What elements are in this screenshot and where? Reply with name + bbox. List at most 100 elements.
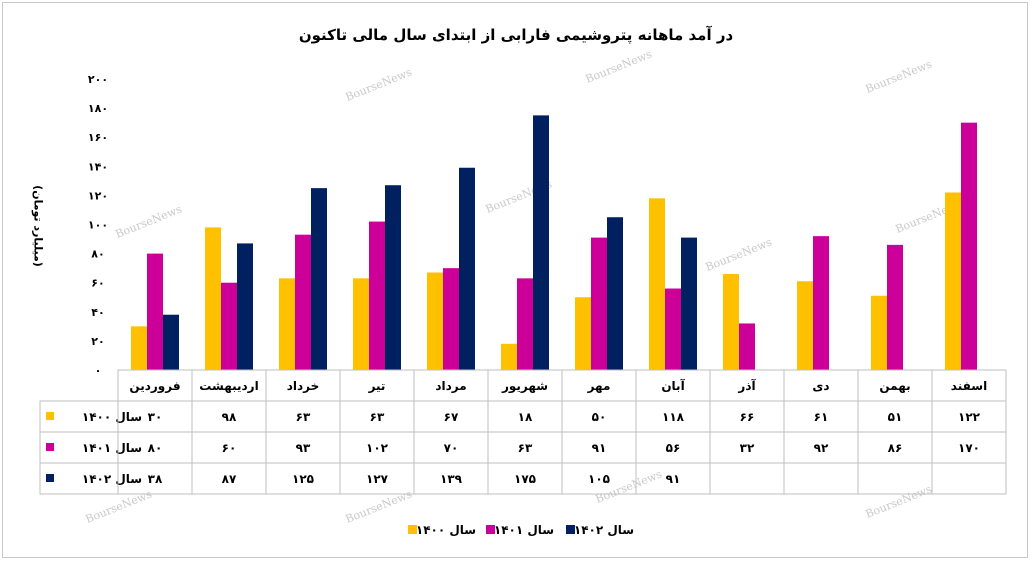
category-label: خرداد xyxy=(287,379,320,393)
category-label: اردیبهشت xyxy=(199,379,258,393)
data-label: ۱۸ xyxy=(518,410,533,424)
data-label: ۹۱ xyxy=(592,441,607,455)
data-label: ۳۰ xyxy=(148,410,163,424)
data-label: ۶۷ xyxy=(444,410,459,424)
bar-2-8 xyxy=(665,288,681,370)
y-tick-label: ۸۰ xyxy=(91,248,104,261)
legend-key-swatch xyxy=(46,412,54,420)
bar-3-6 xyxy=(533,115,549,370)
y-tick-label: ۱۲۰ xyxy=(88,189,108,202)
data-label: ۶۳ xyxy=(518,441,533,455)
table-cell xyxy=(931,462,1007,495)
data-label: ۹۸ xyxy=(222,410,237,424)
bar-3-2 xyxy=(237,243,253,370)
category-label: شهریور xyxy=(501,379,548,394)
legend-label-3: سال ۱۴۰۲ xyxy=(574,523,634,537)
data-label: ۶۱ xyxy=(814,410,829,424)
data-label: ۱۰۲ xyxy=(366,441,389,455)
legend-swatch-3 xyxy=(566,525,575,534)
data-label: ۶۳ xyxy=(370,410,385,424)
bar-3-4 xyxy=(385,185,401,370)
bar-3-7 xyxy=(607,217,623,370)
data-label: ۹۳ xyxy=(296,441,311,455)
bar-2-11 xyxy=(887,244,903,370)
y-tick-label: ۲۰ xyxy=(91,335,104,348)
bar-1-11 xyxy=(871,295,887,370)
bar-2-10 xyxy=(813,236,829,370)
bar-1-7 xyxy=(575,297,591,370)
bar-1-8 xyxy=(649,198,665,370)
watermark: BourseNews xyxy=(84,487,154,526)
y-tick-label: ۱۰۰ xyxy=(88,219,108,232)
table-cell xyxy=(709,462,785,495)
category-label: بهمن xyxy=(879,379,910,393)
chart-title: در آمد ماهانه پتروشیمی فارابی از ابتدای … xyxy=(298,26,734,44)
y-tick-label: ۱۴۰ xyxy=(88,160,108,173)
data-label: ۶۳ xyxy=(296,410,311,424)
table-cell xyxy=(783,462,859,495)
data-label: ۸۷ xyxy=(222,472,237,486)
data-label: ۱۰۵ xyxy=(588,472,610,486)
watermark: BourseNews xyxy=(864,482,934,521)
data-label: ۸۰ xyxy=(148,441,163,455)
y-tick-label: ۴۰ xyxy=(91,306,104,319)
data-label: ۶۶ xyxy=(740,410,755,424)
bar-2-6 xyxy=(517,278,533,370)
y-tick-label: ۱۸۰ xyxy=(88,102,108,115)
bar-1-9 xyxy=(723,273,739,370)
data-label: ۱۲۲ xyxy=(958,410,981,424)
bar-1-5 xyxy=(427,272,443,370)
data-label: ۳۲ xyxy=(740,441,755,455)
bar-2-5 xyxy=(443,268,459,370)
data-label: ۱۲۷ xyxy=(366,472,389,486)
series-row-label: سال ۱۴۰۲ xyxy=(82,472,142,486)
category-label: اسفند xyxy=(951,379,987,393)
bar-2-1 xyxy=(147,253,163,370)
legend-key-swatch xyxy=(46,443,54,451)
category-label: تیر xyxy=(368,379,386,393)
data-label: ۶۰ xyxy=(222,441,237,455)
legend-label-1: سال ۱۴۰۰ xyxy=(416,523,476,537)
legend-swatch-2 xyxy=(486,525,495,534)
data-label: ۵۰ xyxy=(592,410,607,424)
bar-1-2 xyxy=(205,227,221,370)
watermark: BourseNews xyxy=(704,235,774,274)
bar-3-5 xyxy=(459,167,475,370)
legend-key-swatch xyxy=(46,474,54,482)
y-tick-label: ۶۰ xyxy=(91,277,104,290)
category-label: مهر xyxy=(587,379,611,393)
category-label: دی xyxy=(812,379,829,393)
bar-3-3 xyxy=(311,188,327,370)
bar-2-9 xyxy=(739,323,755,370)
watermark: BourseNews xyxy=(344,65,414,104)
data-label: ۱۷۰ xyxy=(958,441,980,455)
data-label: ۱۷۵ xyxy=(514,472,536,486)
data-label: ۱۲۵ xyxy=(292,472,314,486)
bar-2-7 xyxy=(591,237,607,370)
legend-swatch-1 xyxy=(408,525,417,534)
category-label: مرداد xyxy=(435,379,466,393)
bar-1-12 xyxy=(945,192,961,370)
watermark: BourseNews xyxy=(584,47,654,86)
bar-2-2 xyxy=(221,282,237,370)
y-tick-label: ۰ xyxy=(95,364,102,377)
data-label: ۷۰ xyxy=(444,441,459,455)
data-label: ۱۳۹ xyxy=(440,472,463,486)
bar-1-10 xyxy=(797,281,813,370)
data-label: ۸۶ xyxy=(888,441,903,455)
bar-2-3 xyxy=(295,234,311,370)
bar-1-6 xyxy=(501,343,517,370)
data-label: ۹۱ xyxy=(666,472,681,486)
data-label: ۳۸ xyxy=(148,472,163,486)
bar-2-4 xyxy=(369,221,385,370)
y-tick-label: ۱۶۰ xyxy=(88,131,108,144)
data-label: ۹۲ xyxy=(814,441,829,455)
y-tick-label: ۲۰۰ xyxy=(88,73,108,86)
data-label: ۵۶ xyxy=(666,441,681,455)
category-label: آذر xyxy=(737,378,756,393)
data-label: ۵۱ xyxy=(888,410,903,424)
watermark: BourseNews xyxy=(344,487,414,526)
bar-1-3 xyxy=(279,278,295,370)
